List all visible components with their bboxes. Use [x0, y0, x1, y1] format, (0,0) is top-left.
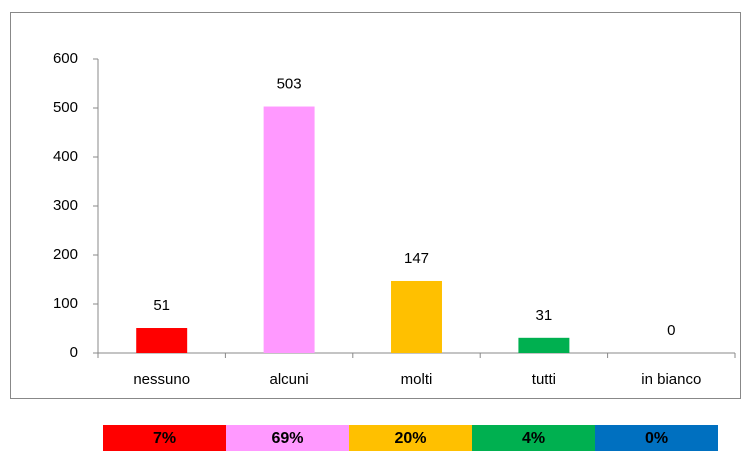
y-tick-label: 500 — [53, 99, 78, 116]
data-label: 0 — [667, 322, 675, 339]
bar — [263, 106, 315, 353]
percentage-label: 0% — [645, 430, 668, 447]
y-tick-label: 100 — [53, 295, 78, 312]
y-tick-label: 400 — [53, 148, 78, 165]
x-tick-label: nessuno — [133, 371, 190, 388]
percentage-label: 7% — [153, 430, 176, 447]
percentage-label: 4% — [522, 430, 545, 447]
percentage-cell — [226, 425, 349, 451]
percentage-label: 69% — [271, 430, 303, 447]
bar — [136, 328, 188, 353]
data-label: 31 — [536, 307, 553, 324]
data-label: 147 — [404, 250, 429, 267]
y-tick-label: 0 — [70, 344, 78, 361]
data-label: 51 — [153, 297, 170, 314]
y-tick-label: 300 — [53, 197, 78, 214]
bar — [518, 337, 570, 353]
data-label: 503 — [277, 75, 302, 92]
percentage-cell — [103, 425, 226, 451]
x-tick-label: alcuni — [269, 371, 308, 388]
percentage-label: 20% — [394, 430, 426, 447]
x-tick-label: tutti — [532, 371, 556, 388]
x-tick-label: molti — [401, 371, 433, 388]
percentage-cell — [472, 425, 595, 451]
percentage-cell — [595, 425, 718, 451]
chart-frame — [10, 12, 741, 399]
y-tick-label: 200 — [53, 246, 78, 263]
y-tick-label: 600 — [53, 50, 78, 67]
bar — [391, 280, 442, 353]
x-tick-label: in bianco — [641, 371, 701, 388]
percentage-cell — [349, 425, 472, 451]
